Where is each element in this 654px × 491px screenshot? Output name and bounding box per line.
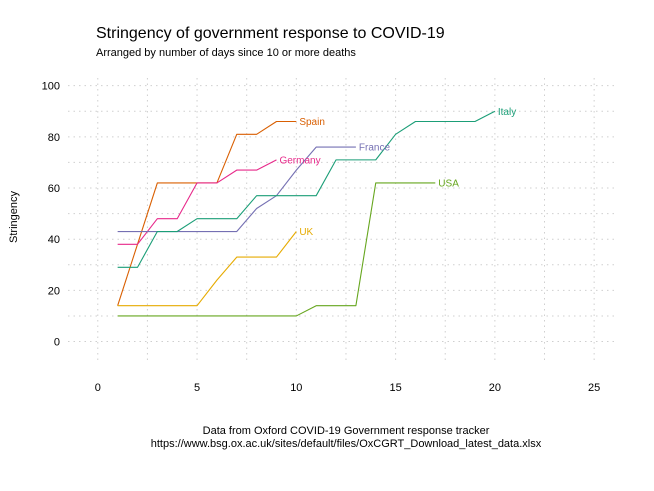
caption-url: https://www.bsg.ox.ac.uk/sites/default/f… [151, 438, 542, 450]
series-line-italy [117, 110, 496, 268]
series-label-germany: Germany [279, 155, 320, 166]
y-tick-label: 20 [48, 285, 60, 297]
series-label-italy: Italy [498, 107, 516, 118]
y-tick-label: 0 [54, 337, 60, 349]
series-label-uk: UK [299, 227, 313, 238]
y-tick-label: 60 [48, 183, 60, 195]
x-tick-label: 20 [489, 382, 501, 394]
x-tick-label: 5 [194, 382, 200, 394]
x-tick-label: 15 [389, 382, 401, 394]
x-tick-label: 25 [588, 382, 600, 394]
y-tick-label: 100 [42, 81, 60, 93]
caption-source: Data from Oxford COVID-19 Government res… [203, 425, 490, 437]
series-line-uk [117, 231, 297, 307]
x-tick-label: 0 [95, 382, 101, 394]
series-label-usa: USA [438, 178, 459, 189]
series-lines [117, 110, 496, 317]
gridlines [68, 78, 614, 362]
series-label-france: France [359, 143, 391, 154]
series-labels: Spain Germany France Italy UK USA [279, 107, 516, 238]
chart-title: Stringency of government response to COV… [96, 25, 445, 42]
x-axis-ticks: 0 5 10 15 20 25 [95, 382, 601, 394]
series-label-spain: Spain [299, 117, 325, 128]
y-axis-ticks: 0 20 40 60 80 100 [42, 81, 60, 349]
chart-subtitle: Arranged by number of days since 10 or m… [96, 47, 356, 59]
y-tick-label: 80 [48, 132, 60, 144]
series-line-usa [117, 182, 436, 317]
y-axis-label: Stringency [8, 191, 20, 243]
x-tick-label: 10 [290, 382, 302, 394]
series-line-germany [117, 159, 277, 245]
y-tick-label: 40 [48, 234, 60, 246]
